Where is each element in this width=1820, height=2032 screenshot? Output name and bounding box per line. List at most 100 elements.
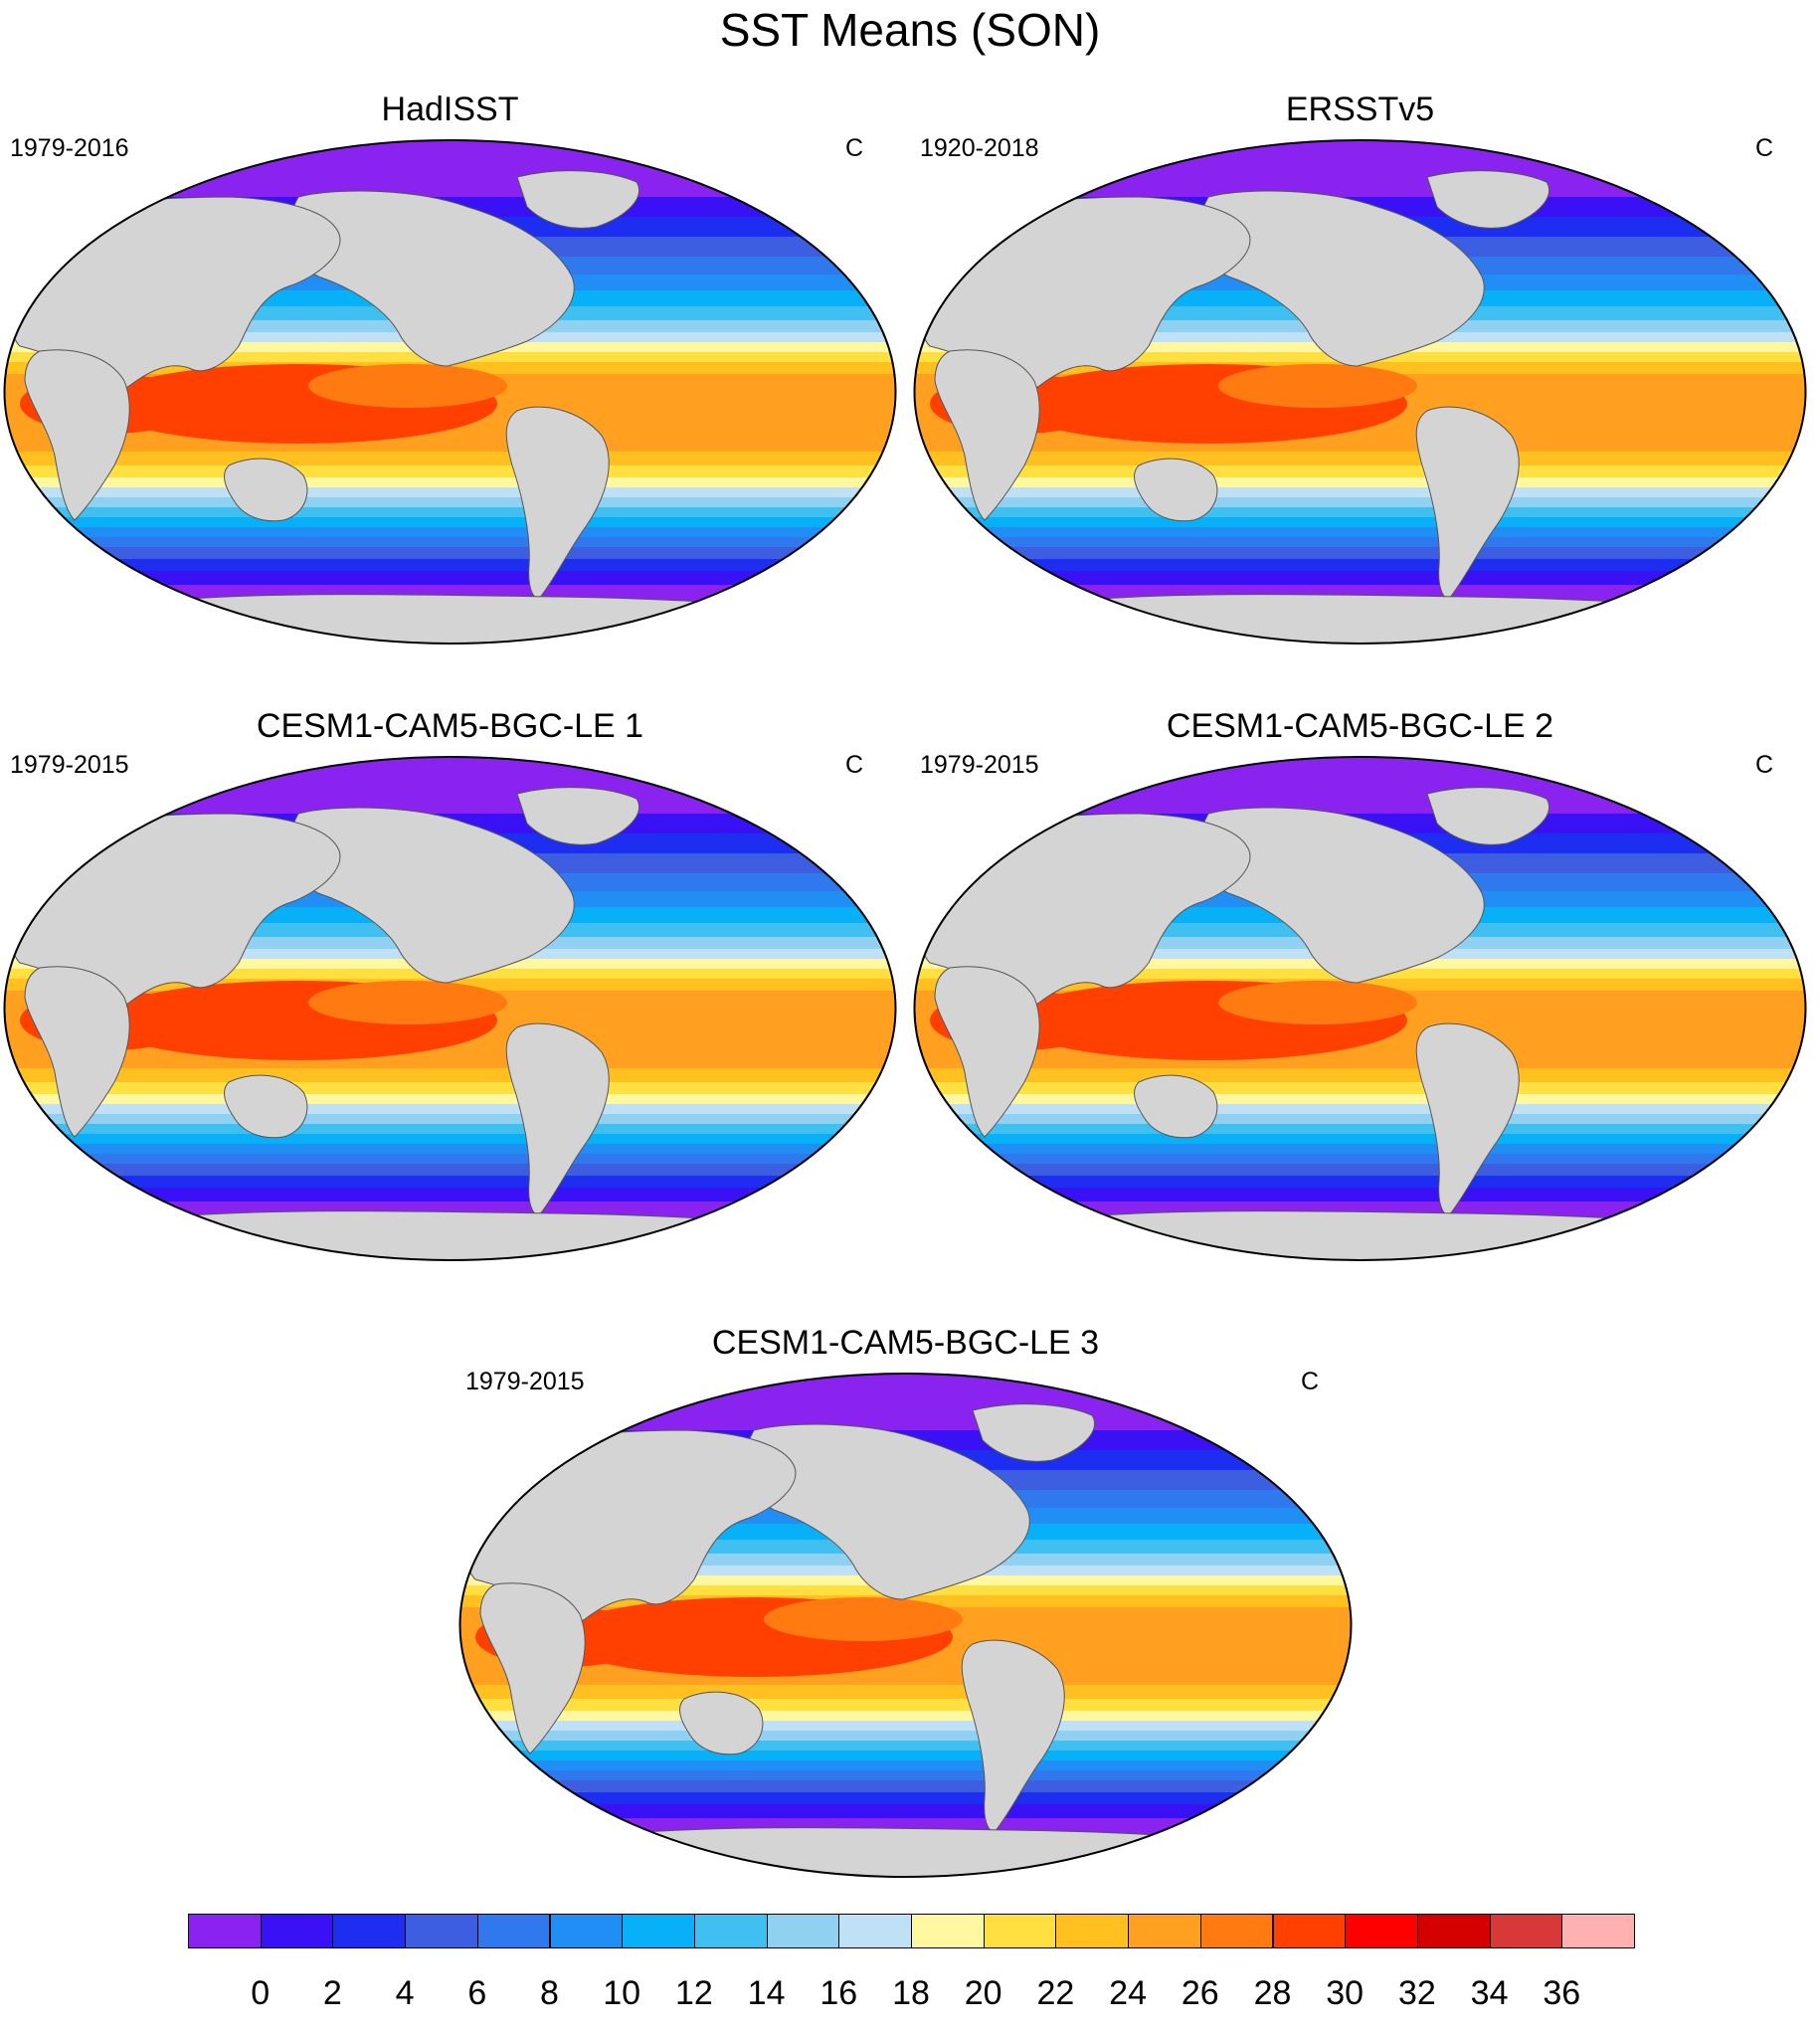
colorbar-tick-label: 10 [603, 1974, 641, 2012]
sst-band [914, 1188, 1806, 1202]
land-mass [1426, 787, 1549, 845]
panel-title: HadISST [381, 91, 519, 128]
land-mass [516, 170, 639, 229]
units-label: C [845, 751, 864, 779]
period-label: 1979-2016 [10, 134, 129, 162]
panel-title: CESM1-CAM5-BGC-LE 2 [1166, 707, 1554, 745]
warm-pool [1218, 364, 1417, 408]
colorbar-swatch [622, 1914, 695, 1948]
land-mass [1415, 1022, 1520, 1215]
sst-map [913, 756, 1807, 1261]
colorbar-tick-label: 12 [674, 1974, 713, 2012]
map-panel-cesm-1: CESM1-CAM5-BGC-LE 1 1979-2015 C [0, 706, 900, 1263]
colorbar-tick-label: 8 [540, 1974, 559, 2012]
colorbar-swatch [1055, 1914, 1130, 1948]
sst-band [459, 1780, 1352, 1793]
sst-band [4, 1188, 896, 1202]
land-mass [58, 594, 877, 644]
sst-band [914, 497, 1806, 508]
units-label: C [845, 134, 864, 162]
land-mass [1426, 170, 1549, 229]
sst-band [459, 1699, 1352, 1712]
sst-band [4, 465, 896, 478]
land-mass [968, 594, 1787, 644]
colorbar-swatch [405, 1914, 478, 1948]
map-frame [913, 139, 1807, 645]
sst-band [914, 140, 1806, 198]
map-frame [3, 139, 897, 645]
warm-pool [308, 364, 507, 408]
land-mass [505, 406, 610, 599]
colorbar-swatch [1272, 1914, 1347, 1948]
warm-pool [764, 1597, 963, 1641]
sst-band [459, 1751, 1352, 1761]
land-mass [1196, 190, 1485, 367]
period-label: 1979-2015 [10, 751, 129, 779]
colorbar-swatch [693, 1914, 768, 1948]
land-mass [516, 787, 639, 845]
colorbar-tick-label: 2 [322, 1974, 342, 2012]
colorbar-tick-label: 22 [1036, 1974, 1075, 2012]
land-mass [972, 1403, 1095, 1462]
sst-band [4, 757, 896, 815]
sst-map [3, 756, 897, 1261]
land-mass [1196, 807, 1485, 984]
colorbar-swatch [260, 1914, 334, 1948]
sst-map [458, 1373, 1353, 1878]
panel-title: CESM1-CAM5-BGC-LE 1 [256, 707, 644, 745]
sst-band [459, 1804, 1352, 1819]
sst-band [914, 1154, 1806, 1165]
sst-band [459, 1721, 1352, 1732]
land-mass [961, 1639, 1065, 1832]
colorbar-swatch [983, 1914, 1057, 1948]
sst-band [4, 1094, 896, 1105]
land-mass [24, 349, 130, 521]
land-mass [513, 1827, 1333, 1877]
sst-band [4, 1164, 896, 1177]
colorbar-tick-label: 36 [1543, 1974, 1581, 2012]
sst-band [4, 1144, 896, 1155]
sst-band [459, 1374, 1352, 1431]
sst-band [4, 452, 896, 466]
colorbar-swatch [549, 1914, 624, 1948]
land-mass [24, 966, 130, 1138]
sst-band [4, 436, 896, 453]
sst-band [914, 1114, 1806, 1125]
map-frame [458, 1373, 1353, 1878]
colorbar-tick-label: 34 [1470, 1974, 1509, 2012]
sst-band [4, 517, 896, 528]
panel-title: ERSSTv5 [1285, 91, 1435, 128]
colorbar-swatch [766, 1914, 840, 1948]
sst-band [4, 140, 896, 198]
sst-band [914, 1176, 1806, 1189]
land-mass [286, 807, 575, 984]
period-label: 1979-2015 [920, 751, 1039, 779]
sst-band [459, 1792, 1352, 1805]
figure-title: SST Means (SON) [719, 4, 1101, 56]
colorbar-swatch [188, 1914, 262, 1948]
land-mass [58, 1210, 877, 1260]
units-label: C [1301, 1368, 1320, 1395]
colorbar-swatch [1345, 1914, 1418, 1948]
period-label: 1979-2015 [465, 1368, 585, 1395]
sst-band [4, 547, 896, 560]
colorbar-tick-label: 20 [964, 1974, 1002, 2012]
period-label: 1920-2018 [920, 134, 1039, 162]
colorbar-tick-label: 6 [467, 1974, 487, 2012]
sst-band [4, 1134, 896, 1145]
colorbar-swatch [1128, 1914, 1201, 1948]
colorbar-swatch [838, 1914, 912, 1948]
units-label: C [1755, 134, 1774, 162]
sst-band [914, 1082, 1806, 1095]
colorbar-tick-label: 0 [251, 1974, 271, 2012]
sst-band [4, 1052, 896, 1069]
colorbar-swatch [1561, 1914, 1635, 1948]
sst-band [914, 1094, 1806, 1105]
sst-band [914, 571, 1806, 586]
land-mass [934, 349, 1040, 521]
sst-band [459, 1731, 1352, 1742]
sst-map [913, 139, 1807, 645]
sst-band [4, 477, 896, 488]
sst-band [914, 517, 1806, 528]
sst-band [4, 571, 896, 586]
